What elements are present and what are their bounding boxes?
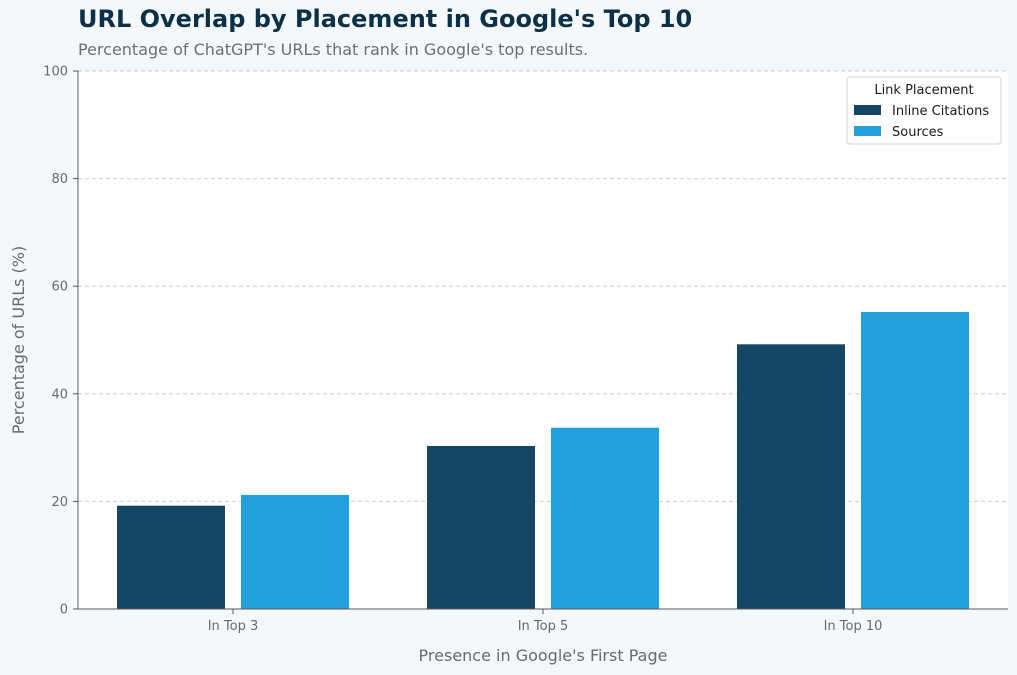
- bars: [117, 312, 969, 609]
- y-tick-label: 80: [51, 172, 68, 187]
- legend-title: Link Placement: [874, 83, 973, 98]
- legend-label: Inline Citations: [892, 104, 989, 119]
- legend-label: Sources: [892, 125, 944, 140]
- x-tick-label: In Top 5: [518, 619, 569, 634]
- bar-inline-citations-1: [427, 445, 535, 609]
- bar-inline-citations-2: [737, 344, 845, 609]
- bar-sources-0: [241, 494, 349, 609]
- y-axis-label: Percentage of URLs (%): [9, 246, 28, 434]
- legend: Link Placement Inline Citations Sources: [846, 76, 1002, 145]
- x-tick-label: In Top 3: [208, 619, 259, 634]
- legend-swatch-sources: [854, 126, 881, 136]
- y-tick-label: 20: [51, 495, 68, 510]
- y-ticks: 0 20 40 60 80 100: [43, 65, 78, 618]
- legend-swatch-inline-citations: [854, 105, 881, 115]
- y-tick-label: 60: [51, 280, 68, 295]
- chart-title: URL Overlap by Placement in Google's Top…: [78, 5, 693, 33]
- x-axis-label: Presence in Google's First Page: [419, 646, 668, 665]
- bar-sources-2: [861, 312, 969, 609]
- y-tick-label: 100: [43, 65, 68, 80]
- x-ticks: In Top 3 In Top 5 In Top 10: [208, 609, 883, 634]
- y-tick-label: 40: [51, 387, 68, 402]
- y-tick-label: 0: [60, 603, 68, 618]
- bar-inline-citations-0: [117, 505, 225, 609]
- plot-area: [78, 71, 1008, 609]
- bar-sources-1: [551, 427, 659, 609]
- gridlines: [78, 70, 1008, 502]
- legend-box: [846, 76, 1002, 145]
- chart-subtitle: Percentage of ChatGPT's URLs that rank i…: [78, 40, 589, 59]
- x-tick-label: In Top 10: [824, 619, 883, 634]
